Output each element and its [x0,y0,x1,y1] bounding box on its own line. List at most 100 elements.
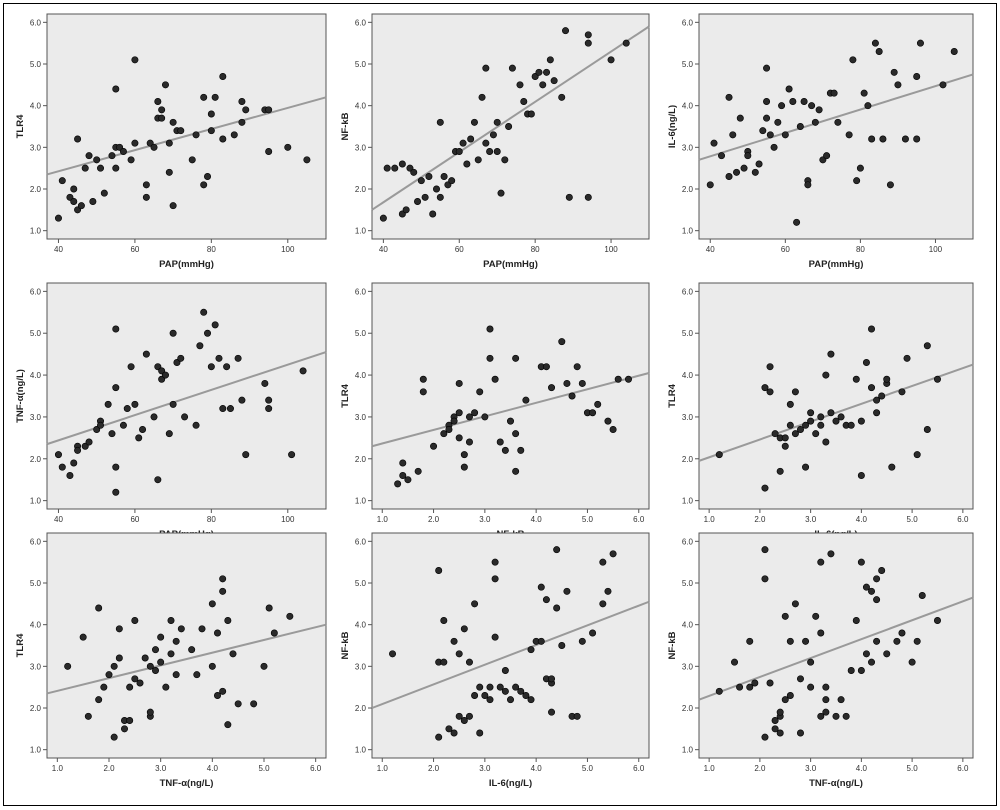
data-point [729,131,737,139]
x-tick-label: 1.0 [377,515,389,524]
data-point [131,400,139,408]
data-point [604,587,612,595]
data-point [857,666,865,674]
data-point [115,625,123,633]
data-point [58,177,66,185]
plot-area [371,282,650,510]
data-point [849,56,857,64]
data-point [543,68,551,76]
data-point [440,658,448,666]
data-point [873,596,881,604]
scatter-plot-4: 1.02.03.04.05.06.0406080100PAP(mmHg)TNF-… [15,282,327,540]
data-point [105,671,113,679]
x-tick-label: 1.0 [704,764,716,773]
y-tick-label: 2.0 [30,455,42,464]
x-tick-label: 3.0 [805,515,817,524]
data-point [470,118,478,126]
plot-area [371,532,650,759]
data-point [465,712,473,720]
data-point [609,425,617,433]
data-point [215,354,223,362]
x-tick-label: 5.0 [907,764,919,773]
y-axis-label: IL-6(ng/L) [667,105,678,148]
data-point [568,392,576,400]
data-point [763,98,771,106]
data-point [868,325,876,333]
data-point [830,89,838,97]
data-point [589,629,597,637]
data-point [192,421,200,429]
y-tick-label: 6.0 [30,287,42,296]
data-point [558,641,566,649]
x-tick-label: 3.0 [479,764,491,773]
data-point [873,409,881,417]
regression-line [698,363,974,462]
data-point [419,375,427,383]
data-point [774,118,782,126]
data-point [429,210,437,218]
x-tick-label: 5.0 [907,515,919,524]
data-point [766,679,774,687]
data-point [868,384,876,392]
data-point [558,338,566,346]
data-point [563,379,571,387]
data-point [542,596,550,604]
data-point [234,700,242,708]
data-point [436,118,444,126]
data-point [901,135,909,143]
data-point [207,127,215,135]
y-tick-label: 2.0 [355,704,367,713]
data-point [478,93,486,101]
data-point [565,193,573,201]
data-point [110,733,118,741]
data-point [286,612,294,620]
data-point [862,583,870,591]
data-point [733,168,741,176]
data-point [594,400,602,408]
x-tick-label: 6.0 [957,764,969,773]
x-tick-label: 2.0 [754,764,766,773]
data-point [136,679,144,687]
data-point [85,438,93,446]
data-point [64,662,72,670]
data-point [198,625,206,633]
y-tick-label: 5.0 [682,60,694,69]
data-point [501,687,509,695]
plot-area [698,13,974,240]
y-tick-label: 6.0 [355,287,367,296]
data-point [578,637,586,645]
data-point [857,472,865,480]
y-axis-label: TNF-α(ng/L) [15,369,26,423]
data-point [219,587,227,595]
y-tick-label: 6.0 [355,537,367,546]
y-tick-label: 1.0 [682,497,694,506]
data-point [893,637,901,645]
data-point [933,616,941,624]
y-tick-label: 3.0 [355,143,367,152]
data-point [562,27,570,35]
data-point [471,600,479,608]
data-point [827,409,835,417]
data-point [172,671,180,679]
data-point [460,716,468,724]
data-point [736,683,744,691]
data-point [939,81,947,89]
data-point [265,148,273,156]
data-point [512,683,520,691]
data-point [871,39,879,47]
data-point [196,342,204,350]
data-point [177,354,185,362]
y-tick-label: 5.0 [355,579,367,588]
data-point [807,417,815,425]
data-point [211,321,219,329]
y-tick-label: 4.0 [355,102,367,111]
data-point [853,177,861,185]
plot-area [46,282,327,510]
data-point [796,729,804,737]
data-point [493,118,501,126]
y-tick-label: 2.0 [30,704,42,713]
plot-area [698,282,974,510]
data-point [823,152,831,160]
data-point [834,118,842,126]
data-point [584,193,592,201]
